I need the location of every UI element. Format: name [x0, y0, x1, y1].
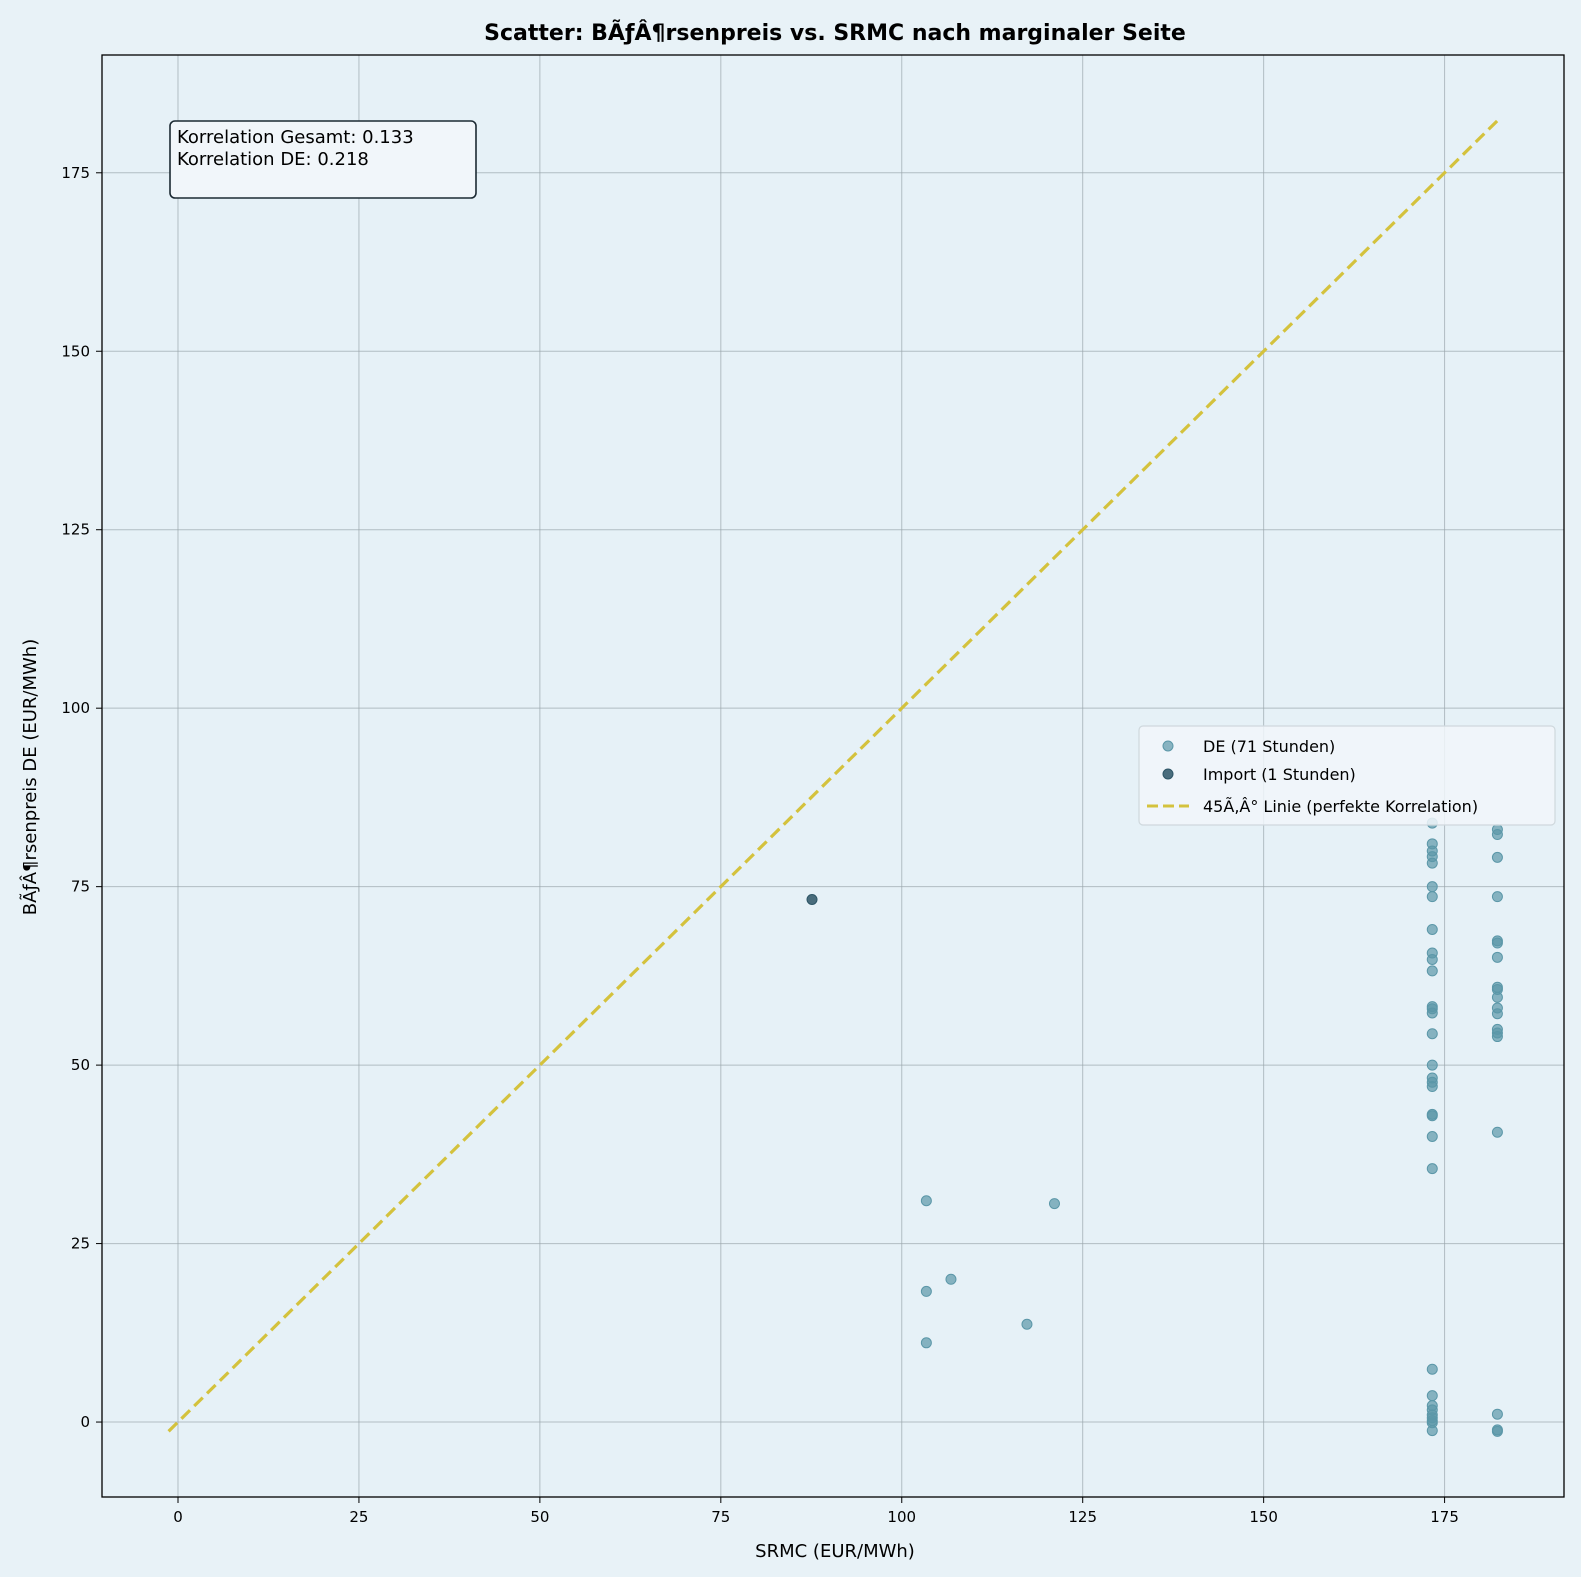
plot-frame: [101, 54, 1565, 1498]
de-point: [1491, 891, 1503, 903]
de-point: [1426, 1425, 1438, 1437]
de-point: [920, 1195, 932, 1207]
diagonal-line-layer: [167, 119, 1499, 1433]
x-tick-label: 125: [1068, 1508, 1097, 1526]
legend-label-diagonal: 45Ã‚Â° Linie (perfekte Korrelation): [1203, 797, 1478, 816]
de-point: [1491, 1008, 1503, 1020]
x-tick-label: 25: [349, 1508, 368, 1526]
legend-marker-import: [1162, 768, 1174, 780]
de-point: [1426, 881, 1438, 893]
de-point: [1426, 857, 1438, 869]
de-point: [1491, 851, 1503, 863]
y-tick-label: 125: [61, 521, 90, 539]
x-tick-label: 100: [887, 1508, 916, 1526]
de-point: [1426, 1110, 1438, 1122]
y-tick-label: 25: [71, 1235, 90, 1253]
annotation-box: [169, 120, 477, 199]
de-point: [1426, 1007, 1438, 1019]
y-axis-label: BÃƒÂ¶rsenpreis DE (EUR/MWh): [19, 639, 41, 916]
de-point: [1426, 953, 1438, 965]
x-tick-label: 175: [1430, 1508, 1459, 1526]
correlation-annotation: Korrelation Gesamt: 0.133 Korrelation DE…: [169, 120, 477, 199]
de-point: [1426, 1059, 1438, 1071]
de-point: [1426, 891, 1438, 903]
de-point: [1021, 1318, 1033, 1330]
y-tick-label: 150: [61, 342, 90, 360]
y-tick-label: 100: [61, 699, 90, 717]
y-tick-label: 75: [71, 878, 90, 896]
points-layer: [806, 817, 1503, 1437]
import-point: [806, 893, 818, 905]
de-point: [1426, 1390, 1438, 1402]
ticks: 0 25 50 75 100 125 150 175 0 25 50 75 100 125 150 175: [61, 164, 1459, 1526]
de-point: [920, 1285, 932, 1297]
de-point: [1426, 1081, 1438, 1093]
de-point: [1426, 1028, 1438, 1040]
diagonal-reference-line: [167, 119, 1499, 1433]
de-point: [920, 1337, 932, 1349]
annotation-line-1: Korrelation Gesamt: 0.133: [177, 127, 414, 148]
x-tick-label: 0: [173, 1508, 183, 1526]
de-point: [1426, 965, 1438, 977]
x-tick-label: 75: [711, 1508, 730, 1526]
legend-label-de: DE (71 Stunden): [1203, 737, 1335, 756]
de-point: [945, 1273, 957, 1285]
de-point: [1426, 923, 1438, 935]
de-point: [1491, 991, 1503, 1003]
de-point: [1491, 1425, 1503, 1437]
de-point: [1048, 1198, 1060, 1210]
de-point: [1491, 829, 1503, 841]
x-axis-label: SRMC (EUR/MWh): [755, 1541, 915, 1562]
de-point: [1426, 1131, 1438, 1142]
x-tick-label: 150: [1249, 1508, 1278, 1526]
de-point: [1491, 951, 1503, 963]
chart-title: Scatter: BÃƒÂ¶rsenpreis vs. SRMC nach ma…: [484, 20, 1186, 46]
y-tick-label: 0: [80, 1413, 90, 1431]
y-tick-label: 175: [61, 164, 90, 182]
y-tick-label: 50: [71, 1056, 90, 1074]
legend-marker-de: [1162, 740, 1174, 752]
de-point: [1426, 1163, 1438, 1175]
de-point: [1491, 1031, 1503, 1043]
de-point: [1491, 1408, 1503, 1420]
legend-box: [1138, 725, 1556, 826]
de-point: [1491, 937, 1503, 949]
legend-label-import: Import (1 Stunden): [1203, 765, 1356, 784]
x-tick-label: 50: [530, 1508, 549, 1526]
annotation-line-2: Korrelation DE: 0.218: [177, 149, 369, 170]
de-point: [1426, 1363, 1438, 1375]
legend: DE (71 Stunden) Import (1 Stunden) 45Ã‚Â…: [1138, 725, 1556, 826]
de-point: [1491, 1126, 1503, 1138]
